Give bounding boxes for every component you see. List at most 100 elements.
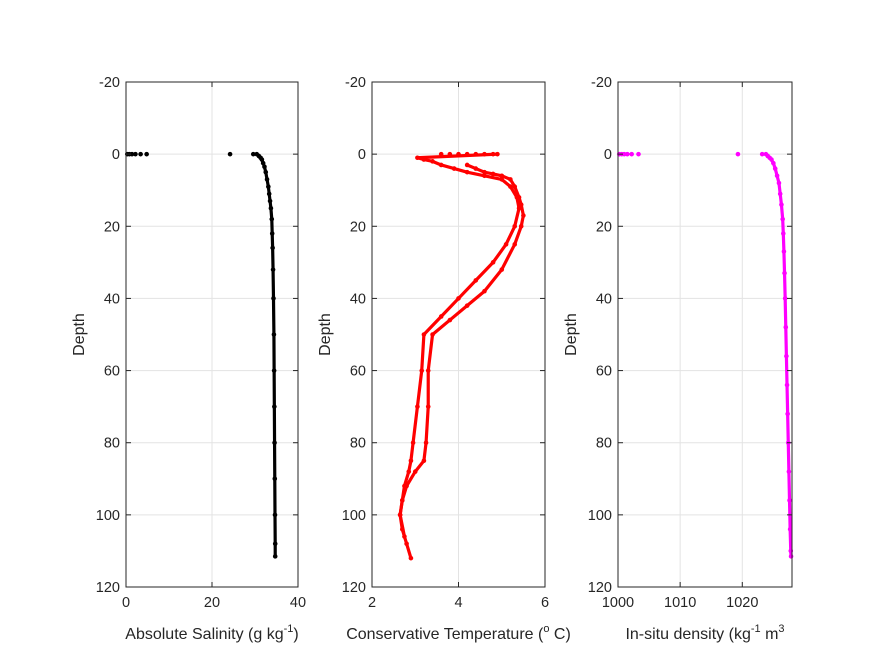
data-point-density [636, 151, 641, 157]
profile-segment-temperature [515, 195, 521, 210]
profile-segment-temperature [439, 296, 461, 319]
data-point-salinity [144, 151, 149, 157]
data-point-density [735, 151, 741, 157]
y-tick-label-temperature-7: 120 [342, 580, 366, 596]
profile-segment-temperature [415, 152, 500, 160]
x-axis-label-density-tail: m [761, 626, 779, 643]
profile-segment-density [785, 383, 790, 416]
y-tick-label-temperature-5: 80 [350, 436, 366, 452]
y-tick-label-density-5: 80 [596, 436, 612, 452]
series-salinity [124, 151, 278, 559]
profile-segment-temperature [424, 405, 430, 445]
y-tick-label-salinity-4: 60 [104, 364, 120, 380]
y-tick-label-density-3: 40 [596, 291, 612, 307]
profile-segment-density [777, 181, 782, 196]
profile-segment-temperature [519, 213, 525, 228]
y-tick-label-density-2: 20 [596, 219, 612, 235]
x-axis-label-temperature-sup: o [543, 623, 549, 635]
x-tick-label-density-1: 1010 [664, 595, 696, 611]
x-axis-label-density-sup2: 3 [778, 623, 784, 635]
y-tick-label-density-7: 120 [588, 580, 612, 596]
x-tick-label-salinity-0: 0 [122, 595, 130, 611]
y-tick-label-temperature-0: -20 [345, 75, 366, 91]
x-tick-label-density-2: 1020 [726, 595, 758, 611]
profile-segment-temperature [482, 267, 504, 293]
profile-segment-temperature [426, 332, 435, 373]
profile-segment-temperature [500, 242, 517, 272]
y-tick-label-temperature-4: 60 [350, 364, 366, 380]
x-tick-label-temperature-2: 6 [541, 595, 549, 611]
profile-segment-temperature [415, 368, 424, 409]
data-point-salinity [133, 151, 138, 157]
ticks-temperature: 2 4 6 -20 0 20 40 60 80 100 120 [342, 75, 549, 611]
profile-segment-density [781, 231, 786, 254]
data-point-salinity [250, 151, 256, 157]
profile-segment-temperature [398, 513, 407, 539]
x-axis-label-density-sup: -1 [751, 623, 761, 635]
profile-segment-temperature [448, 304, 469, 322]
y-tick-label-density-6: 100 [588, 508, 612, 524]
x-axis-label-salinity: Absolute Salinity (g kg-1) [125, 623, 298, 643]
profile-segment-temperature [456, 278, 478, 301]
x-axis-label-salinity-sup: -1 [284, 623, 294, 635]
profile-segment-temperature [420, 332, 426, 373]
series-density [616, 151, 794, 559]
profile-segment-temperature [513, 224, 523, 246]
data-point-density [629, 151, 634, 157]
y-tick-label-density-4: 60 [596, 364, 612, 380]
profile-segment-density [778, 192, 784, 207]
profile-segment-temperature [500, 177, 512, 189]
profile-segment-density [786, 441, 791, 474]
axes-box-density [617, 81, 793, 588]
profile-segment-temperature [422, 441, 428, 463]
y-axis-label-salinity: Depth [71, 313, 88, 356]
profile-segment-temperature [465, 170, 487, 178]
y-tick-label-density-1: 0 [604, 147, 612, 163]
data-point-salinity [138, 151, 143, 157]
profile-segment-temperature [504, 224, 517, 246]
data-point-salinity [129, 151, 135, 157]
profile-segment-density [787, 469, 792, 503]
profile-segment-salinity [269, 206, 274, 221]
x-axis-label-temperature-tail: C) [549, 626, 570, 643]
x-axis-label-salinity-tail: ) [293, 626, 298, 643]
profile-segment-temperature [474, 260, 495, 282]
profile-segment-temperature [409, 441, 415, 463]
y-tick-label-salinity-3: 40 [104, 291, 120, 307]
profile-segment-temperature [413, 459, 426, 474]
profile-segment-density [779, 203, 785, 221]
y-tick-label-salinity-2: 20 [104, 219, 120, 235]
ticks-salinity: 0 20 40 -20 0 20 40 60 80 100 120 [96, 75, 306, 611]
y-tick-label-salinity-6: 100 [96, 508, 120, 524]
x-axis-label-density-text: In-situ density (kg [625, 626, 750, 643]
series-temperature [397, 151, 526, 561]
x-tick-label-density-0: 1000 [602, 595, 634, 611]
y-tick-label-salinity-0: -20 [99, 75, 120, 91]
profile-segment-temperature [482, 174, 504, 181]
y-tick-label-density-0: -20 [591, 75, 612, 91]
profile-segment-density [786, 412, 790, 445]
y-axis-label-temperature: Depth [317, 313, 334, 356]
profile-segment-temperature [519, 203, 525, 218]
profile-segment-temperature [407, 459, 413, 474]
profile-segment-density [782, 271, 787, 301]
profile-segment-temperature [405, 542, 413, 560]
profile-segment-density [783, 296, 788, 329]
profile-segment-temperature [430, 318, 452, 337]
profile-segment-temperature [422, 314, 443, 337]
profile-segment-temperature [400, 484, 409, 503]
y-tick-label-temperature-2: 20 [350, 219, 366, 235]
subplot-temperature: 2 4 6 -20 0 20 40 60 80 100 120 Depth Conservative… [317, 75, 571, 643]
y-tick-label-temperature-3: 40 [350, 291, 366, 307]
y-tick-label-salinity-5: 80 [104, 436, 120, 452]
x-tick-label-temperature-1: 4 [454, 595, 462, 611]
data-point-salinity [227, 151, 233, 157]
profile-segment-temperature [402, 469, 411, 488]
subplot-density: 1000 1010 1020 -20 0 20 40 60 80 100 120 Depth In-… [563, 75, 794, 643]
x-axis-label-temperature: Conservative Temperature (o C) [346, 623, 571, 643]
y-tick-label-temperature-1: 0 [358, 147, 366, 163]
x-axis-label-density: In-situ density (kg-1 m3 [625, 623, 784, 643]
profile-segment-density [788, 527, 793, 553]
y-tick-label-salinity-1: 0 [112, 147, 120, 163]
